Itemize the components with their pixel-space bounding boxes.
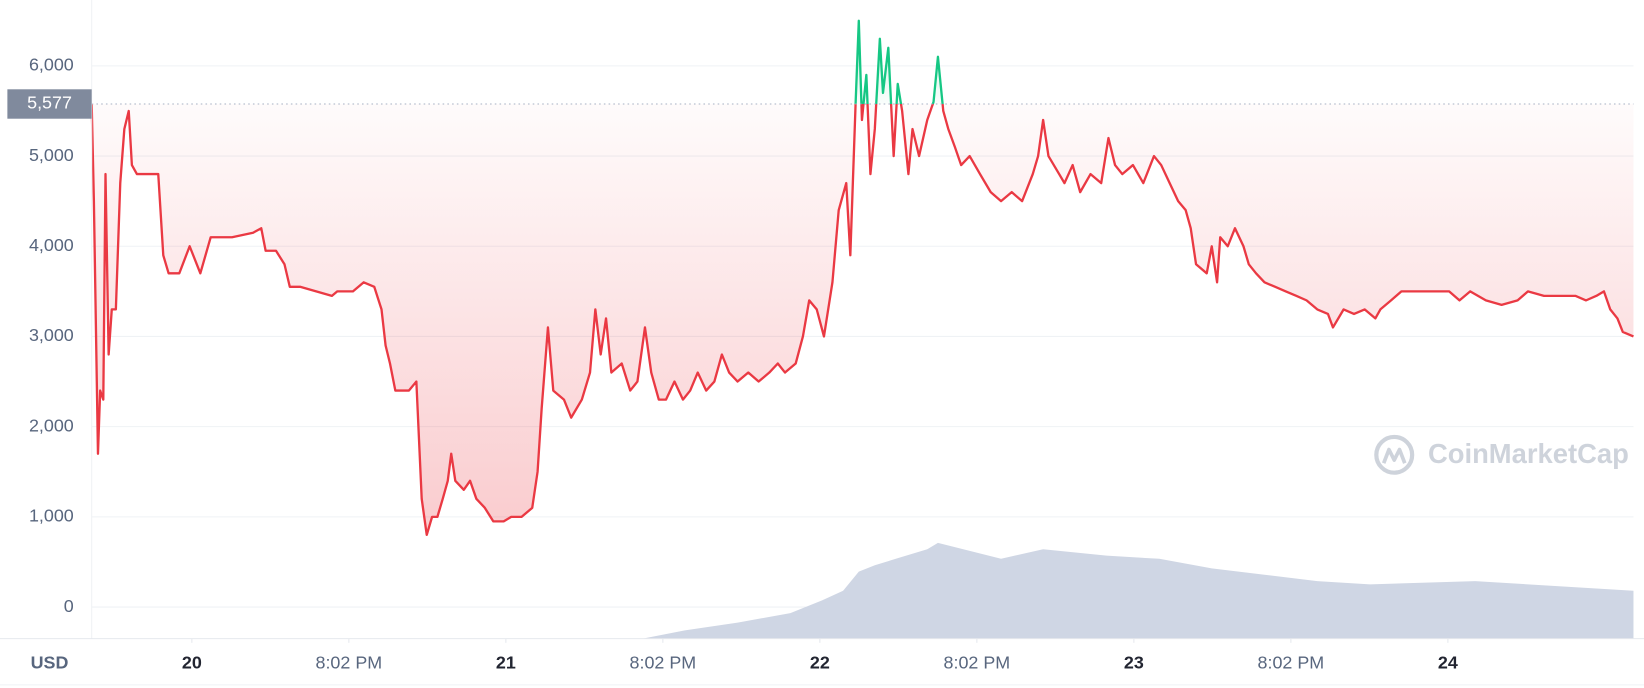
x-tick-label: 22 (810, 653, 830, 673)
x-tick-label: 21 (496, 653, 516, 673)
x-tick-label: 8:02 PM (630, 653, 697, 673)
y-tick-label: 6,000 (29, 55, 74, 75)
x-tick-label: 8:02 PM (316, 653, 383, 673)
price-line-down (90, 104, 1634, 537)
reference-label-box (7, 89, 92, 119)
x-tick-label: 8:02 PM (944, 653, 1011, 673)
reference-label: 5,577 (27, 93, 72, 113)
price-layer (90, 19, 1634, 537)
y-tick-label: 4,000 (29, 235, 74, 255)
price-area-down (91, 104, 1634, 535)
volume-area (91, 542, 1634, 639)
y-tick-label: 3,000 (29, 325, 74, 345)
watermark-logo-mark (1381, 447, 1407, 464)
watermark: CoinMarketCap (1374, 434, 1629, 475)
y-tick-label: 5,000 (29, 145, 74, 165)
x-tick-label: 23 (1124, 653, 1144, 673)
x-tick-label: 8:02 PM (1258, 653, 1325, 673)
x-tick-label: 20 (182, 653, 202, 673)
watermark-logo (1374, 434, 1415, 475)
currency-label: USD (31, 653, 69, 673)
y-tick-label: 0 (64, 596, 74, 616)
x-tick-label: 24 (1438, 653, 1458, 673)
volume-layer (91, 542, 1634, 639)
watermark-text: CoinMarketCap (1428, 438, 1629, 469)
y-tick-label: 2,000 (29, 415, 74, 435)
labels: 0 1,000 2,000 3,000 4,000 5,000 6,000 20 8:02 PM… (7, 55, 1458, 673)
y-tick-label: 1,000 (29, 506, 74, 526)
